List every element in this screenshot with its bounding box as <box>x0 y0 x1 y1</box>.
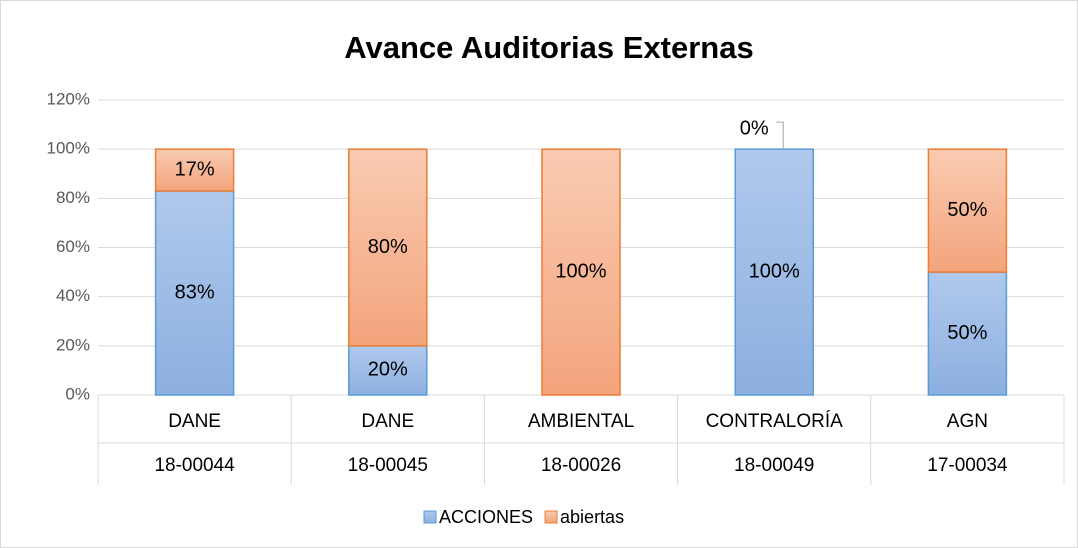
bar-segment <box>348 148 428 347</box>
data-label: 17% <box>175 158 215 180</box>
y-tick-label: 60% <box>56 237 90 256</box>
y-tick-label: 20% <box>56 335 90 354</box>
x-subtick-label: 18-00049 <box>734 455 814 476</box>
data-label: 20% <box>368 359 408 381</box>
x-tick-label: DANE <box>361 411 414 432</box>
y-tick-label: 40% <box>56 286 90 305</box>
x-subtick-label: 17-00034 <box>927 455 1008 476</box>
bar-segment <box>927 271 1008 396</box>
x-tick-label: AGN <box>947 411 988 432</box>
y-tick-label: 100% <box>47 139 90 158</box>
bar-segment <box>541 148 621 396</box>
x-subtick-label: 18-00045 <box>348 455 428 476</box>
legend-label: abiertas <box>560 507 624 527</box>
data-label: 83% <box>175 281 215 303</box>
data-label: 50% <box>947 199 987 221</box>
data-label: 0% <box>740 117 769 139</box>
data-label: 50% <box>947 322 987 344</box>
legend-label: ACCIONES <box>439 507 533 527</box>
y-tick-label: 0% <box>65 384 90 403</box>
x-tick-label: CONTRALORÍA <box>706 411 844 432</box>
bar-segment <box>154 190 235 396</box>
x-tick-label: DANE <box>168 411 221 432</box>
y-tick-label: 120% <box>47 89 90 108</box>
leader-line <box>776 121 784 150</box>
bar-segment <box>734 148 814 396</box>
y-tick-label: 80% <box>56 188 90 207</box>
x-subtick-label: 18-00026 <box>541 455 621 476</box>
bar-segment <box>348 345 428 396</box>
chart-title: Avance Auditorias Externas <box>344 30 753 65</box>
legend-swatch <box>423 510 437 524</box>
data-label: 100% <box>555 260 606 282</box>
data-label: 100% <box>749 260 800 282</box>
x-subtick-label: 18-00044 <box>154 455 235 476</box>
x-tick-label: AMBIENTAL <box>528 411 634 432</box>
bar-segment <box>154 148 235 192</box>
legend-swatch <box>544 510 558 524</box>
bar-segment <box>927 148 1008 273</box>
data-label: 80% <box>368 236 408 258</box>
